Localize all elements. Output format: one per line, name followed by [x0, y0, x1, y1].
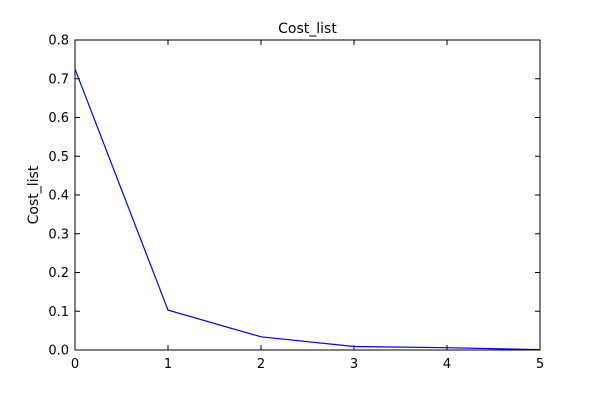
plot-area: 0 1 2 3 4 5 0.0 0.1 0.2 0.3 0.4 0.5 0.6 0.7 0.8: [48, 34, 544, 373]
y-tick-label-3: 0.3: [48, 227, 69, 242]
x-tick-label-4: 4: [443, 357, 451, 372]
x-tick-label-3: 3: [350, 357, 358, 372]
chart-title: Cost_list: [278, 21, 337, 37]
y-tick-label-4: 0.4: [48, 189, 69, 204]
y-tick-label-0: 0.0: [48, 344, 69, 359]
axes-frame: [74, 39, 541, 351]
y-tick-label-5: 0.5: [48, 150, 69, 165]
y-axis-label: Cost_list: [26, 165, 42, 224]
x-tick-label-2: 2: [257, 357, 265, 372]
y-tick-label-6: 0.6: [48, 111, 69, 126]
y-tick-label-8: 0.8: [48, 34, 69, 49]
series-line-0: [74, 68, 541, 351]
x-tick-label-0: 0: [71, 357, 79, 372]
y-tick-label-7: 0.7: [48, 72, 69, 87]
y-tick-label-2: 0.2: [48, 266, 69, 281]
x-tick-label-5: 5: [536, 357, 544, 372]
y-tick-label-1: 0.1: [48, 305, 69, 320]
x-tick-label-1: 1: [164, 357, 172, 372]
